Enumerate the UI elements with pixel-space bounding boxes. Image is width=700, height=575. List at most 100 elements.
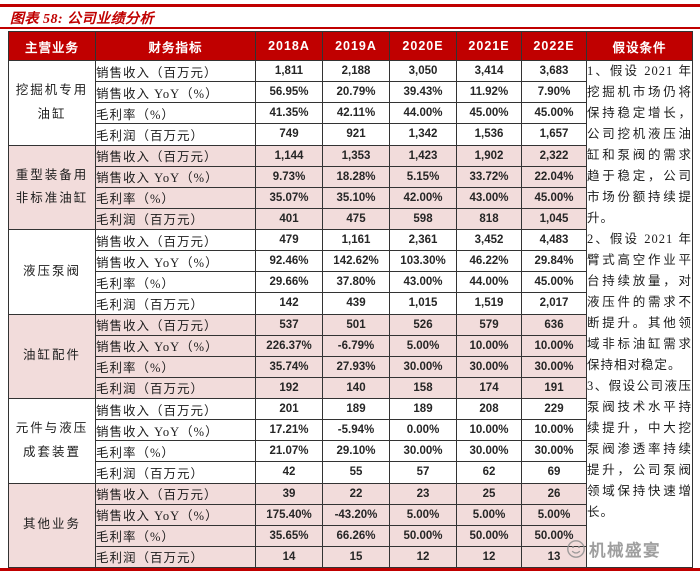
value-cell: 30.00% <box>521 355 587 378</box>
value-cell: 1,423 <box>389 144 457 167</box>
table-row: 毛利润（百万元） 42 55 57 62 69 <box>9 461 693 484</box>
segment-name: 元件与液压成套装置 <box>8 398 96 484</box>
table-row: 销售收入 YoY（%） 17.21% -5.94% 0.00% 10.00% 10.00% <box>9 419 693 442</box>
value-cell: 2,188 <box>322 59 390 83</box>
value-cell: 44.00% <box>389 102 457 125</box>
value-cell: 2,322 <box>521 144 587 167</box>
value-cell: 35.10% <box>322 186 390 209</box>
indicator-label: 销售收入（百万元） <box>95 228 256 252</box>
assumptions-cell: 1、假设 2021 年挖掘机市场仍将保持稳定增长，公司挖机液压油缸和泵阀的需求趋… <box>586 60 693 568</box>
value-cell: 142.62% <box>322 250 390 273</box>
indicator-label: 毛利率（%） <box>95 524 256 547</box>
value-cell: 69 <box>521 461 587 484</box>
table-row: 销售收入 YoY（%） 226.37% -6.79% 5.00% 10.00% 10.00… <box>9 334 693 357</box>
value-cell: 5.00% <box>521 503 587 526</box>
value-cell: 142 <box>255 292 323 315</box>
value-cell: 3,414 <box>456 59 522 83</box>
col-header-2019a: 2019A <box>322 31 390 61</box>
value-cell: 20.79% <box>322 81 390 104</box>
value-cell: 56.95% <box>255 81 323 104</box>
assumption-paragraph: 3、假设公司液压泵阀技术水平持续提升，中大挖泵阀渗透率持续提升，公司泵阀领域保持… <box>587 379 692 519</box>
value-cell: 42.11% <box>322 102 390 125</box>
value-cell: 35.74% <box>255 355 323 378</box>
value-cell: 29.10% <box>322 440 390 463</box>
value-cell: 30.00% <box>389 355 457 378</box>
value-cell: 42 <box>255 461 323 484</box>
value-cell: 33.72% <box>456 165 522 188</box>
value-cell: 5.00% <box>456 503 522 526</box>
value-cell: 3,452 <box>456 228 522 252</box>
value-cell: 1,161 <box>322 228 390 252</box>
value-cell: 158 <box>389 376 457 400</box>
indicator-label: 销售收入（百万元） <box>95 313 256 336</box>
col-header-assumptions: 假设条件 <box>586 31 693 61</box>
value-cell: -5.94% <box>322 419 390 442</box>
value-cell: 92.46% <box>255 250 323 273</box>
indicator-label: 销售收入（百万元） <box>95 59 256 83</box>
value-cell: 30.00% <box>456 355 522 378</box>
value-cell: 18.28% <box>322 165 390 188</box>
value-cell: 189 <box>322 397 390 421</box>
assumption-paragraph: 1、假设 2021 年挖掘机市场仍将保持稳定增长，公司挖机液压油缸和泵阀的需求趋… <box>587 64 692 225</box>
header-row: 主营业务 财务指标 2018A 2019A 2020E 2021E 2022E … <box>8 31 693 61</box>
value-cell: 2,017 <box>521 292 587 315</box>
value-cell: 749 <box>255 123 323 146</box>
indicator-label: 销售收入（百万元） <box>95 397 256 421</box>
value-cell: 1,353 <box>322 144 390 167</box>
value-cell: 1,342 <box>389 123 457 146</box>
value-cell: 14 <box>255 545 323 569</box>
value-cell: 598 <box>389 207 457 231</box>
value-cell: 50.00% <box>521 524 587 547</box>
value-cell: 174 <box>456 376 522 400</box>
indicator-label: 毛利润（百万元） <box>95 292 256 315</box>
performance-table: 主营业务 财务指标 2018A 2019A 2020E 2021E 2022E … <box>8 31 693 569</box>
value-cell: 29.66% <box>255 271 323 294</box>
col-header-business: 主营业务 <box>8 31 96 61</box>
value-cell: 1,536 <box>456 123 522 146</box>
indicator-label: 销售收入（百万元） <box>95 482 256 505</box>
value-cell: 22.04% <box>521 165 587 188</box>
col-header-indicator: 财务指标 <box>95 31 256 61</box>
value-cell: 66.26% <box>322 524 390 547</box>
indicator-label: 毛利率（%） <box>95 440 256 463</box>
value-cell: 201 <box>255 397 323 421</box>
value-cell: 191 <box>521 376 587 400</box>
value-cell: 45.00% <box>521 102 587 125</box>
value-cell: 526 <box>389 313 457 336</box>
value-cell: 2,361 <box>389 228 457 252</box>
table-row: 其他业务 销售收入（百万元） 39 22 23 25 26 <box>8 482 693 568</box>
value-cell: 46.22% <box>456 250 522 273</box>
value-cell: 45.00% <box>521 186 587 209</box>
value-cell: 39 <box>255 482 323 505</box>
value-cell: 5.00% <box>389 503 457 526</box>
value-cell: 10.00% <box>456 419 522 442</box>
indicator-label: 销售收入 YoY（%） <box>95 334 256 357</box>
value-cell: 30.00% <box>389 440 457 463</box>
segment-name: 挖掘机专用油缸 <box>8 60 96 146</box>
value-cell: 43.00% <box>389 271 457 294</box>
value-cell: 1,144 <box>255 144 323 167</box>
value-cell: -43.20% <box>322 503 390 526</box>
table-row: 毛利率（%） 21.07% 29.10% 30.00% 30.00% 30.00% <box>9 440 693 463</box>
value-cell: 45.00% <box>521 271 587 294</box>
value-cell: 9.73% <box>255 165 323 188</box>
indicator-label: 毛利率（%） <box>95 186 256 209</box>
indicator-label: 毛利润（百万元） <box>95 123 256 146</box>
value-cell: 226.37% <box>255 334 323 357</box>
value-cell: -6.79% <box>322 334 390 357</box>
value-cell: 10.00% <box>521 334 587 357</box>
value-cell: 0.00% <box>389 419 457 442</box>
value-cell: 1,811 <box>255 59 323 83</box>
value-cell: 439 <box>322 292 390 315</box>
value-cell: 140 <box>322 376 390 400</box>
value-cell: 25 <box>456 482 522 505</box>
table-row: 重型装备用非标准油缸 销售收入（百万元） 1,144 1,353 1,423 1,902 2… <box>8 144 693 230</box>
value-cell: 3,050 <box>389 59 457 83</box>
value-cell: 35.07% <box>255 186 323 209</box>
table-row: 毛利润（百万元） 749 921 1,342 1,536 1,657 <box>9 123 693 146</box>
value-cell: 4,483 <box>521 228 587 252</box>
assumption-paragraph: 2、假设 2021 年臂式高空作业平台持续放量，对液压件的需求不断提升。其他领域… <box>587 232 692 372</box>
indicator-label: 销售收入 YoY（%） <box>95 250 256 273</box>
table-row: 元件与液压成套装置 销售收入（百万元） 201 189 189 208 229 <box>8 397 693 484</box>
col-header-2018a: 2018A <box>255 31 323 61</box>
